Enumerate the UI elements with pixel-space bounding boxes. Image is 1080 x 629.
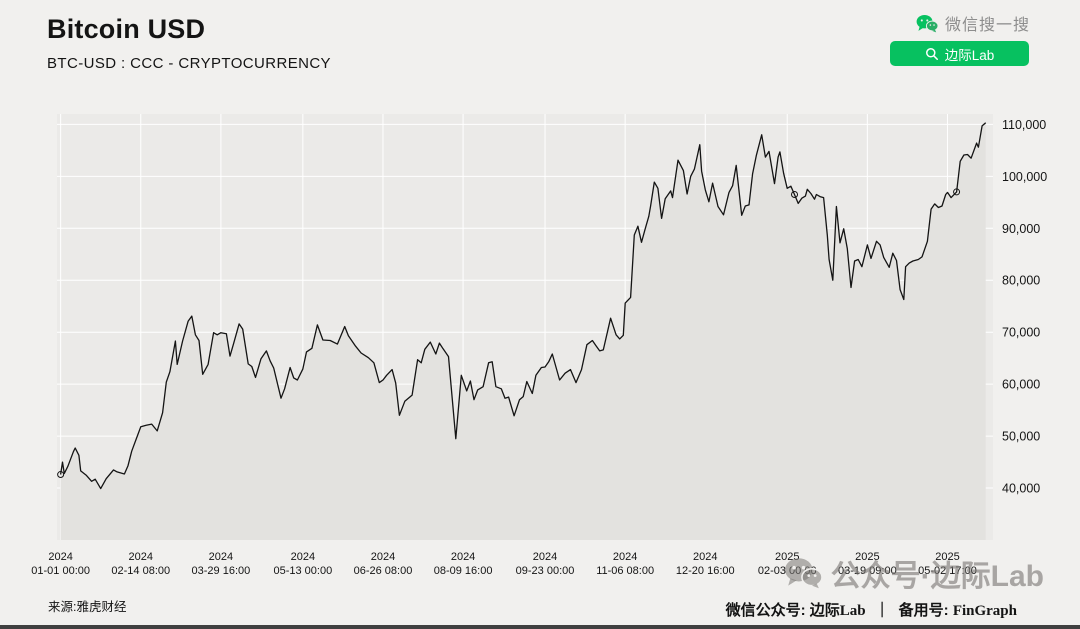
wechat-search-label: 微信搜一搜 xyxy=(944,17,1030,34)
x-tick-date: 05-13 00:00 xyxy=(273,565,332,577)
y-tick-label: 40,000 xyxy=(1002,482,1040,496)
x-tick-year: 2024 xyxy=(533,551,557,563)
point-marker xyxy=(953,188,961,196)
x-tick-date: 03-29 16:00 xyxy=(192,565,251,577)
x-tick-year: 2025 xyxy=(775,551,799,563)
y-tick-label: 50,000 xyxy=(1002,430,1040,444)
bianji-lab-button[interactable]: 边际Lab xyxy=(890,41,1029,66)
x-tick-year: 2024 xyxy=(129,551,153,563)
y-tick-label: 60,000 xyxy=(1002,378,1040,392)
x-tick-date: 09-23 00:00 xyxy=(516,565,575,577)
lab-button-label: 边际Lab xyxy=(944,47,995,63)
price-area xyxy=(60,122,986,541)
wechat-search-row[interactable]: 微信搜一搜 xyxy=(916,11,1030,35)
x-tick-year: 2024 xyxy=(291,551,315,563)
x-tick-date: 05-02 17:00 xyxy=(918,565,977,577)
x-tick-year: 2024 xyxy=(693,551,717,563)
x-tick-year: 2024 xyxy=(451,551,475,563)
x-tick-date: 11-06 08:00 xyxy=(596,565,654,577)
footer-separator: ｜ xyxy=(874,602,890,619)
point-marker xyxy=(57,471,65,479)
x-tick-date: 02-14 08:00 xyxy=(111,565,170,577)
y-tick-label: 90,000 xyxy=(1002,222,1040,236)
y-tick-label: 80,000 xyxy=(1002,274,1040,288)
x-tick-date: 12-20 16:00 xyxy=(676,565,735,577)
chart-subtitle: BTC-USD : CCC - CRYPTOCURRENCY xyxy=(47,55,331,72)
y-tick-label: 100,000 xyxy=(1002,170,1047,184)
x-tick-year: 2024 xyxy=(371,551,395,563)
x-tick-date: 02-03 00:00 xyxy=(758,565,817,577)
x-tick-year: 2025 xyxy=(855,551,879,563)
point-marker xyxy=(791,191,799,199)
x-tick-date: 08-09 16:00 xyxy=(434,565,493,577)
y-tick-label: 70,000 xyxy=(1002,326,1040,340)
bottom-edge-bar xyxy=(0,625,1080,629)
search-icon xyxy=(925,47,939,61)
x-tick-date: 01-01 00:00 xyxy=(31,565,90,577)
x-tick-year: 2024 xyxy=(209,551,233,563)
x-tick-year: 2025 xyxy=(935,551,959,563)
account-label: 微信公众号: xyxy=(725,602,810,619)
chart-title: Bitcoin USD xyxy=(47,14,206,44)
backup-label: 备用号: xyxy=(898,602,953,619)
wechat-logo-icon xyxy=(916,14,938,33)
account-name: 边际Lab xyxy=(809,603,866,619)
y-tick-label: 110,000 xyxy=(1002,118,1046,132)
source-label: 来源:雅虎财经 xyxy=(48,600,127,614)
footer-accounts: 微信公众号: 边际Lab ｜ 备用号: FinGraph xyxy=(726,599,1017,620)
backup-name: FinGraph xyxy=(952,603,1017,619)
price-line xyxy=(59,122,987,490)
x-tick-date: 06-26 08:00 xyxy=(354,565,413,577)
x-tick-year: 2024 xyxy=(613,551,637,563)
x-tick-year: 2024 xyxy=(48,551,72,563)
x-tick-date: 03-19 09:00 xyxy=(838,565,897,577)
